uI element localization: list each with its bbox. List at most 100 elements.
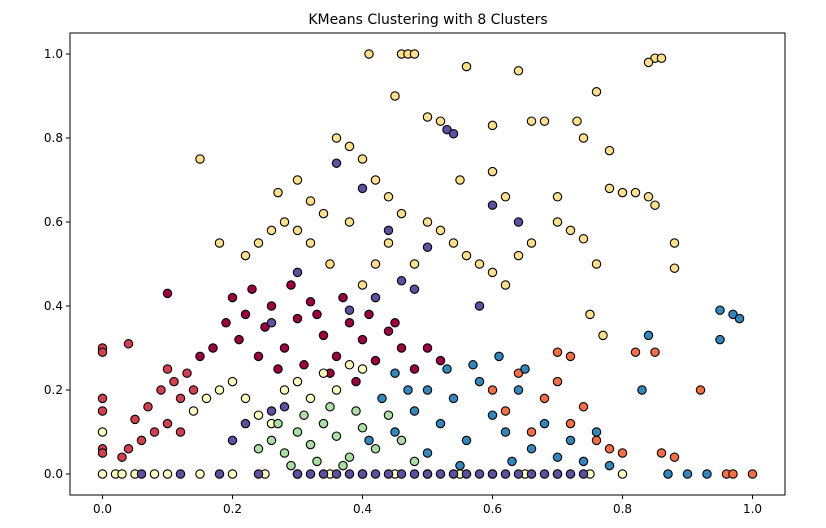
cluster-6-point [715, 305, 725, 315]
plot-frame [69, 32, 786, 496]
cluster-6-point [468, 360, 478, 370]
cluster-6-point [474, 376, 485, 387]
cluster-5-point [253, 444, 264, 454]
cluster-3-point [656, 53, 667, 63]
cluster-5-point [305, 439, 316, 450]
cluster-7-point [422, 242, 433, 252]
cluster-4-point [214, 385, 225, 395]
cluster-4-point [240, 393, 251, 404]
cluster-0-point [364, 309, 374, 320]
cluster-5-point [351, 406, 361, 416]
cluster-2-point [591, 435, 602, 446]
cluster-3-point [591, 259, 602, 269]
cluster-3-point [630, 187, 641, 198]
cluster-7-point [266, 318, 277, 328]
cluster-6-point [637, 385, 647, 395]
cluster-0-point [351, 376, 361, 387]
x-tick-label: 1.0 [743, 502, 762, 516]
cluster-5-point [357, 423, 368, 433]
cluster-3-point [448, 238, 459, 248]
cluster-6-point [409, 406, 420, 416]
cluster-0-point [299, 360, 309, 370]
cluster-7-point [513, 217, 524, 227]
cluster-4-point [344, 360, 355, 370]
cluster-1-point [162, 418, 173, 429]
cluster-3-point [604, 183, 615, 194]
cluster-0-point [240, 309, 251, 320]
cluster-7-point [383, 469, 394, 479]
cluster-7-point [500, 469, 511, 479]
cluster-3-point [513, 250, 524, 261]
cluster-7-point [461, 469, 472, 479]
cluster-3-point [409, 49, 420, 59]
cluster-3-point [650, 200, 660, 210]
cluster-3-point [591, 87, 602, 97]
cluster-7-point [227, 435, 238, 446]
cluster-3-point [578, 133, 589, 143]
cluster-3-point [214, 238, 225, 248]
cluster-1-point [97, 347, 108, 357]
cluster-3-point [240, 250, 251, 261]
cluster-0-series [162, 280, 446, 387]
cluster-1-point [156, 385, 166, 395]
cluster-3-point [461, 61, 472, 72]
cluster-1-point [169, 376, 179, 387]
cluster-0-point [234, 334, 244, 345]
cluster-1-point [130, 414, 140, 425]
cluster-7-point [409, 469, 420, 479]
cluster-0-point [422, 343, 433, 353]
cluster-6-point [539, 418, 550, 429]
cluster-7-point [136, 469, 147, 479]
cluster-7-point [565, 469, 576, 479]
cluster-6-point [552, 452, 563, 462]
cluster-6-point [435, 418, 446, 429]
cluster-6-point [663, 469, 673, 479]
y-tick-label: 0.6 [44, 215, 63, 229]
cluster-2-point [728, 469, 738, 479]
cluster-3-point [305, 196, 316, 206]
cluster-1-point [188, 385, 199, 395]
y-tick-label: 1.0 [44, 47, 63, 61]
cluster-3-point [435, 116, 446, 126]
cluster-2-point [695, 385, 706, 395]
cluster-5-point [266, 435, 277, 446]
cluster-3-point [539, 116, 550, 126]
cluster-6-point [390, 368, 400, 378]
cluster-3-point [409, 259, 420, 269]
cluster-7-point [578, 469, 589, 479]
cluster-3-point [572, 116, 582, 126]
cluster-7-point [240, 418, 251, 429]
cluster-7-point [344, 305, 355, 315]
cluster-7-point [487, 469, 498, 479]
cluster-1-point [143, 402, 153, 412]
cluster-7-point [409, 284, 420, 294]
cluster-5-point [409, 456, 420, 467]
cluster-3-point [344, 217, 355, 227]
x-tick-label: 0.2 [223, 502, 242, 516]
cluster-4-point [357, 364, 368, 374]
cluster-7-point [370, 292, 381, 303]
x-tick-label: 0.8 [613, 502, 632, 516]
cluster-6-point [455, 460, 465, 471]
cluster-1-point [117, 452, 127, 462]
cluster-3-point [390, 91, 400, 101]
cluster-3-point [273, 187, 283, 198]
cluster-3-point [455, 175, 465, 185]
cluster-2-point [565, 351, 576, 362]
cluster-2-point [630, 347, 641, 357]
cluster-4-point [292, 376, 303, 387]
cluster-3-point [585, 309, 595, 320]
cluster-4-point [617, 469, 628, 479]
cluster-1-point [182, 368, 192, 378]
cluster-4-point [279, 385, 290, 395]
cluster-2-point [578, 402, 589, 412]
cluster-7-point [279, 402, 290, 412]
cluster-6-point [734, 313, 745, 324]
cluster-5-point [396, 435, 407, 446]
cluster-3-point [266, 225, 277, 236]
cluster-6-point [565, 435, 576, 446]
cluster-0-point [266, 301, 277, 311]
cluster-7-point [552, 469, 563, 479]
x-tick-label: 0.0 [93, 502, 112, 516]
cluster-3-point [487, 120, 498, 131]
